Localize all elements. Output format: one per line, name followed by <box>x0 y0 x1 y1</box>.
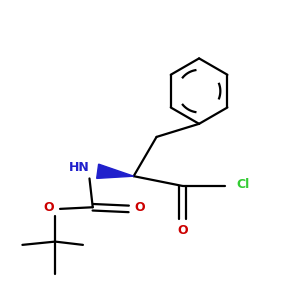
Text: HN: HN <box>69 161 90 175</box>
Polygon shape <box>97 164 134 178</box>
Text: Cl: Cl <box>237 178 250 191</box>
Text: O: O <box>177 224 188 237</box>
Text: O: O <box>43 201 54 214</box>
Text: O: O <box>135 201 146 214</box>
